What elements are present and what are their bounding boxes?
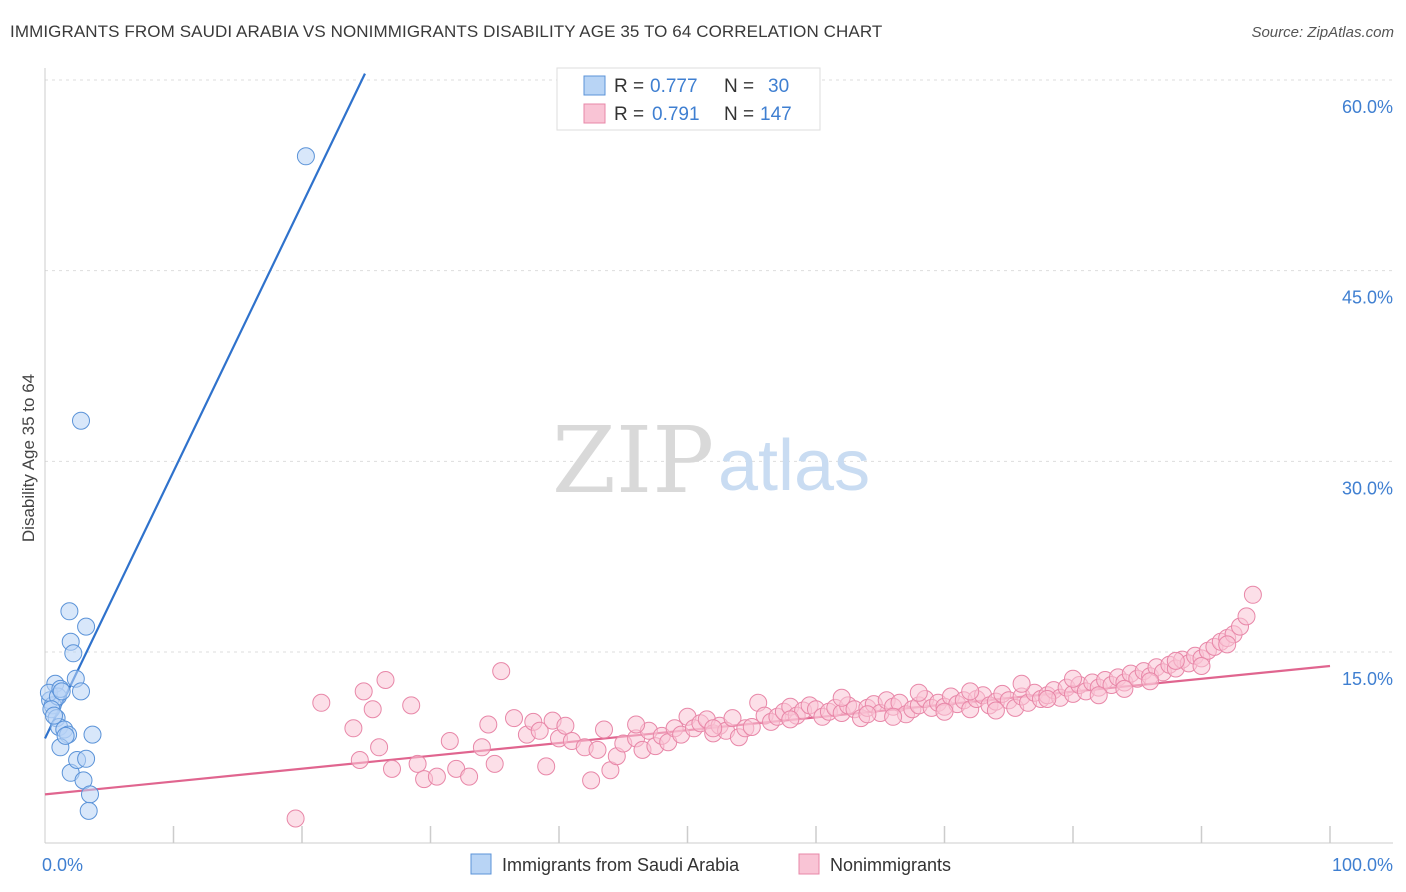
stats-legend: R = 0.777 N = 30 R = 0.791 N = 147 <box>556 67 821 131</box>
point-nonimmigrant <box>1115 679 1134 698</box>
point-immigrant <box>72 411 90 430</box>
point-nonimmigrant <box>1038 690 1057 708</box>
point-nonimmigrant <box>723 709 742 728</box>
legend-n-value-2: 147 <box>760 104 792 125</box>
y-axis-title: Disability Age 35 to 64 <box>19 374 38 542</box>
y-tick-label: 45.0% <box>1342 288 1393 308</box>
point-immigrant <box>296 147 315 166</box>
point-nonimmigrant <box>582 771 601 790</box>
point-nonimmigrant <box>370 738 389 757</box>
point-immigrant <box>52 682 71 701</box>
point-nonimmigrant <box>595 720 613 739</box>
point-immigrant <box>60 602 79 621</box>
point-nonimmigrant <box>505 709 523 728</box>
point-nonimmigrant <box>376 671 395 689</box>
point-nonimmigrant <box>1012 674 1031 693</box>
y-tick-label: 15.0% <box>1342 669 1393 689</box>
point-nonimmigrant <box>1064 669 1082 688</box>
point-nonimmigrant <box>383 759 401 778</box>
point-nonimmigrant <box>1243 585 1262 604</box>
series-blue-points <box>39 147 315 820</box>
legend-r-label-1: R = <box>614 76 644 97</box>
y-tick-label: 60.0% <box>1342 97 1393 117</box>
point-nonimmigrant <box>492 662 511 681</box>
series-legend-swatch-blue <box>470 853 492 875</box>
series-pink-points <box>286 585 1262 828</box>
watermark: ZIP atlas <box>552 407 870 514</box>
x-tick-labels: 0.0% 100.0% <box>42 855 1393 875</box>
point-nonimmigrant <box>344 719 363 738</box>
point-immigrant <box>83 725 102 744</box>
point-nonimmigrant <box>427 767 446 786</box>
point-immigrant <box>77 749 96 768</box>
y-tick-label: 30.0% <box>1342 478 1393 498</box>
axes <box>44 68 1393 844</box>
point-nonimmigrant <box>909 683 928 702</box>
legend-swatch-pink <box>583 103 606 124</box>
series-legend-label-2: Nonimmigrants <box>830 855 951 875</box>
legend-r-value-1: 0.777 <box>650 76 698 97</box>
point-nonimmigrant <box>556 716 575 735</box>
point-nonimmigrant <box>402 696 421 715</box>
point-nonimmigrant <box>350 751 369 769</box>
point-nonimmigrant <box>935 702 954 721</box>
legend-swatch-blue <box>583 75 606 96</box>
point-immigrant <box>64 644 83 663</box>
y-tick-labels: 15.0% 30.0% 45.0% 60.0% <box>1342 97 1393 689</box>
point-nonimmigrant <box>354 682 373 701</box>
point-nonimmigrant <box>485 754 504 773</box>
point-nonimmigrant <box>530 721 549 740</box>
x-tick-label: 100.0% <box>1332 855 1393 875</box>
grid-lines <box>45 79 1393 653</box>
point-nonimmigrant <box>832 688 851 707</box>
point-nonimmigrant <box>986 701 1005 720</box>
legend-r-value-2: 0.791 <box>652 104 700 125</box>
point-nonimmigrant <box>472 738 491 757</box>
point-nonimmigrant <box>961 682 980 701</box>
point-nonimmigrant <box>1237 607 1256 626</box>
point-immigrant <box>56 726 75 745</box>
x-tick-label: 0.0% <box>42 855 83 875</box>
point-nonimmigrant <box>781 710 800 729</box>
point-nonimmigrant <box>460 767 479 786</box>
point-nonimmigrant <box>286 809 305 828</box>
point-nonimmigrant <box>884 707 903 726</box>
point-nonimmigrant <box>440 732 459 750</box>
point-nonimmigrant <box>312 693 331 712</box>
data-points <box>39 147 1262 828</box>
point-nonimmigrant <box>1218 635 1237 654</box>
point-immigrant <box>72 682 90 701</box>
point-immigrant <box>77 617 96 636</box>
point-nonimmigrant <box>627 715 646 734</box>
point-nonimmigrant <box>1089 686 1108 705</box>
point-nonimmigrant <box>363 700 382 719</box>
watermark-zip: ZIP <box>552 407 714 514</box>
point-nonimmigrant <box>742 718 761 736</box>
point-immigrant <box>81 785 99 804</box>
legend-n-value-1: 30 <box>768 76 789 97</box>
watermark-atlas: atlas <box>718 426 870 506</box>
point-immigrant <box>45 706 63 725</box>
legend-r-label-2: R = <box>614 104 644 125</box>
legend-n-label-2: N = <box>724 104 754 125</box>
point-nonimmigrant <box>479 715 498 734</box>
legend-n-label-1: N = <box>724 76 754 97</box>
point-nonimmigrant <box>1166 651 1185 670</box>
source-credit: Source: ZipAtlas.com <box>1251 24 1394 41</box>
point-nonimmigrant <box>858 705 877 724</box>
point-nonimmigrant <box>588 740 607 759</box>
chart-title: IMMIGRANTS FROM SAUDI ARABIA VS NONIMMIG… <box>10 22 883 41</box>
point-nonimmigrant <box>1192 657 1211 675</box>
series-legend-swatch-pink <box>798 853 820 875</box>
point-nonimmigrant <box>537 757 556 776</box>
trend-line-blue <box>44 73 366 739</box>
series-legend: Immigrants from Saudi Arabia Nonimmigran… <box>470 853 951 875</box>
point-nonimmigrant <box>1141 672 1160 691</box>
point-nonimmigrant <box>704 719 723 738</box>
series-legend-label-1: Immigrants from Saudi Arabia <box>502 855 740 875</box>
point-immigrant <box>79 801 98 820</box>
point-nonimmigrant <box>408 754 427 773</box>
